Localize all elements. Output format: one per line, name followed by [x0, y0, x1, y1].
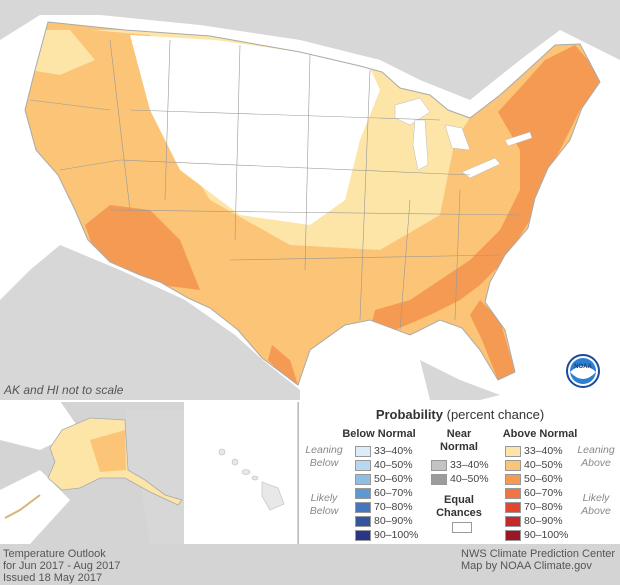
below-normal-label: 40–50%: [374, 459, 413, 471]
above-normal-swatch: [505, 459, 521, 471]
below-normal-row: 80–90%: [355, 515, 413, 527]
above-normal-label: 80–90%: [524, 515, 563, 527]
zone-equal-chances: [130, 35, 380, 225]
credit-caption: NWS Climate Prediction Center Map by NOA…: [461, 548, 615, 572]
equal-chances-heading-2: Chances: [436, 507, 482, 519]
above-normal-row: 50–60%: [505, 473, 563, 485]
zone-above-50-60-florida: [470, 300, 515, 380]
hawaii-islands: [218, 448, 285, 511]
lake-superior: [394, 97, 431, 126]
below-normal-swatch: [355, 459, 371, 471]
above-normal-label: 50–60%: [524, 473, 563, 485]
zone-above-50-60-southwest: [85, 205, 200, 290]
lake-michigan: [412, 119, 429, 171]
above-normal-row: 90–100%: [505, 529, 568, 541]
caption-line-1: Temperature Outlook: [3, 548, 106, 560]
near-normal-heading-2: Normal: [440, 441, 478, 453]
below-normal-swatch: [355, 515, 371, 527]
caption-line-2: for Jun 2017 - Aug 2017: [3, 560, 121, 572]
mexico-land: [0, 245, 300, 400]
near-normal-label: 40–50%: [450, 473, 489, 485]
above-normal-swatch: [505, 445, 521, 457]
below-normal-row: 70–80%: [355, 501, 413, 513]
above-normal-row: 60–70%: [505, 487, 563, 499]
us-outline: [24, 21, 601, 386]
above-normal-swatch: [505, 487, 521, 499]
below-normal-swatch: [355, 473, 371, 485]
below-normal-label: 80–90%: [374, 515, 413, 527]
canada-inset-land: [125, 410, 185, 544]
near-normal-swatch: [431, 473, 447, 485]
above-normal-label: 40–50%: [524, 459, 563, 471]
above-normal-label: 70–80%: [524, 501, 563, 513]
below-normal-swatch: [355, 501, 371, 513]
lake-huron: [444, 124, 471, 151]
near-normal-label: 33–40%: [450, 459, 489, 471]
noaa-logo-text: NOAA: [574, 364, 592, 370]
leaning-below-label: Leaning Below: [305, 444, 343, 469]
alaska-water-south: [0, 470, 70, 544]
equal-chances-swatch: [452, 522, 472, 533]
zone-leaning-above-northwest: [30, 30, 95, 75]
outlook-caption: Temperature Outlook for Jun 2017 - Aug 2…: [3, 548, 120, 584]
likely-above-label: Likely Above: [581, 492, 611, 517]
below-normal-label: 60–70%: [374, 487, 413, 499]
zone-above-50-60-east: [370, 45, 600, 330]
alaska-zone-above-40-50: [90, 430, 126, 472]
above-normal-swatch: [505, 473, 521, 485]
below-normal-row: 40–50%: [355, 459, 413, 471]
below-normal-row: 33–40%: [355, 445, 413, 457]
lake-erie: [461, 157, 501, 179]
below-normal-heading: Below Normal: [342, 428, 416, 440]
below-normal-row: 90–100%: [355, 529, 418, 541]
near-normal-heading: Near Normal: [431, 428, 487, 454]
below-normal-label: 50–60%: [374, 473, 413, 485]
scale-note: AK and HI not to scale: [4, 383, 124, 397]
likely-below-label: Likely Below: [309, 492, 339, 517]
probability-legend: Probability (percent chance) Below Norma…: [298, 402, 620, 544]
below-normal-swatch: [355, 487, 371, 499]
state-borders: [29, 39, 521, 331]
near-normal-swatch: [431, 459, 447, 471]
equal-chances-heading: Equal Chances: [431, 494, 487, 520]
cuba-land: [420, 360, 500, 400]
above-normal-label: 33–40%: [524, 445, 563, 457]
above-normal-row: 33–40%: [505, 445, 563, 457]
below-normal-label: 70–80%: [374, 501, 413, 513]
below-normal-swatch: [355, 445, 371, 457]
noaa-logo: NOAA: [566, 354, 600, 388]
above-normal-row: 70–80%: [505, 501, 563, 513]
caption-line-3: Issued 18 May 2017: [3, 572, 103, 584]
above-normal-swatch: [505, 515, 521, 527]
canada-land: [0, 0, 620, 100]
credit-line-1: NWS Climate Prediction Center: [461, 548, 616, 560]
below-normal-label: 90–100%: [374, 529, 419, 541]
below-normal-swatch: [355, 529, 371, 541]
aleutian-islands: [4, 494, 41, 519]
credit-line-2: Map by NOAA Climate.gov: [461, 560, 592, 572]
near-normal-row: 40–50%: [431, 473, 489, 485]
lake-ontario: [504, 131, 533, 147]
hawaii-inset-frame: [186, 401, 297, 544]
legend-title: Probability (percent chance): [299, 407, 620, 422]
below-normal-label: 33–40%: [374, 445, 413, 457]
above-normal-heading: Above Normal: [502, 428, 578, 440]
equal-chances-heading-1: Equal: [444, 494, 474, 506]
legend-title-bold: Probability: [375, 407, 443, 422]
near-normal-heading-1: Near: [446, 428, 472, 440]
near-normal-row: 33–40%: [431, 459, 489, 471]
below-normal-row: 60–70%: [355, 487, 413, 499]
above-normal-swatch: [505, 501, 521, 513]
above-normal-label: 90–100%: [524, 529, 569, 541]
above-normal-row: 40–50%: [505, 459, 563, 471]
zone-above-50-60-south-texas: [268, 345, 298, 385]
above-normal-swatch: [505, 529, 521, 541]
above-normal-label: 60–70%: [524, 487, 563, 499]
below-normal-row: 50–60%: [355, 473, 413, 485]
leaning-above-label: Leaning Above: [577, 444, 615, 469]
legend-title-rest: (percent chance): [443, 407, 545, 422]
above-normal-row: 80–90%: [505, 515, 563, 527]
